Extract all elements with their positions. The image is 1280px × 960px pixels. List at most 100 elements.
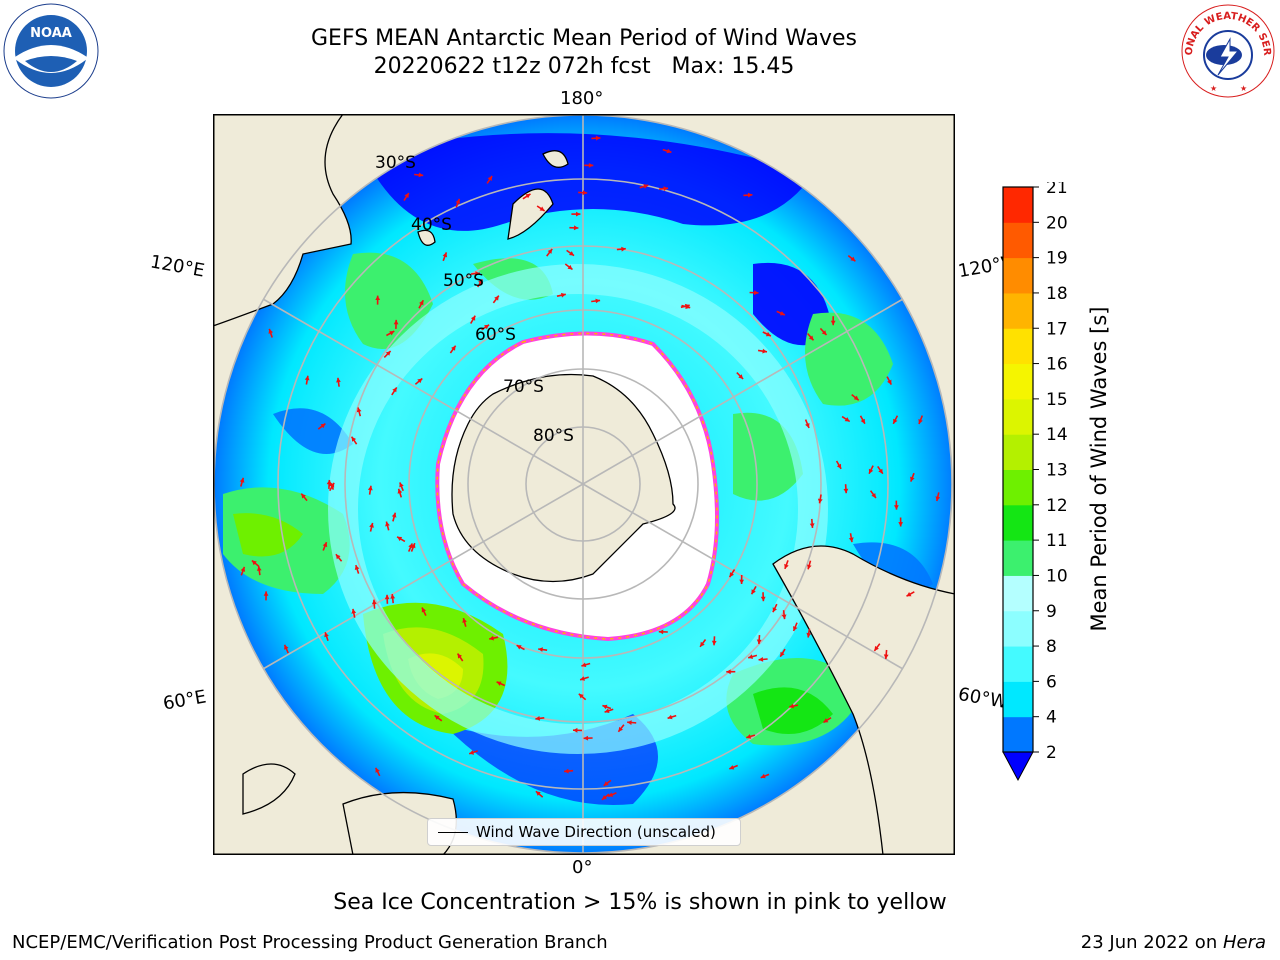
wind-wave-arrow-head [399,482,404,488]
wind-wave-arrow-head [748,654,753,659]
wind-wave-arrow-head [434,715,440,720]
wind-wave-arrow-head [389,331,395,336]
wind-wave-arrow-head [843,488,849,494]
wind-wave-arrow-head [375,767,380,773]
wind-wave-arrow-head [602,704,608,710]
polar-map-svg: 30°S 40°S 50°S 60°S 70°S 80°S [212,113,956,856]
wind-wave-arrow-head [462,618,467,623]
colorbar-segment [1003,681,1033,718]
wind-wave-arrow-head [385,521,390,527]
map-frame [213,114,955,855]
wind-wave-arrow-head [751,589,756,595]
wind-wave-arrow-head [772,607,777,613]
wind-wave-arrow-head [539,206,545,211]
colorbar-tick-label: 11 [1046,531,1068,551]
legend-label: Wind Wave Direction (unscaled) [476,823,716,841]
wind-wave-arrow-head [618,726,623,732]
lat-label-30s: 30°S [375,153,416,173]
colorbar-segment [1003,292,1033,329]
colorbar-tick-label: 6 [1046,672,1057,692]
map-legend: Wind Wave Direction (unscaled) [427,818,741,846]
wind-wave-arrow-head [878,468,883,474]
polar-map: 30°S 40°S 50°S 60°S 70°S 80°S [212,113,956,856]
wind-wave-arrow-head [573,225,579,231]
wind-wave-arrow-head [478,279,483,285]
colorbar-tick-label: 8 [1046,637,1057,657]
wind-wave-arrow-head [666,148,672,154]
wind-wave-arrow-head [384,594,390,600]
colorbar-segment [1003,363,1033,400]
wind-wave-arrow-head [392,387,397,393]
wind-wave-arrow-head [887,379,892,385]
wind-wave-arrow-head [779,311,785,316]
wind-wave-arrow-head [256,566,262,571]
wind-wave-arrow-head [397,488,403,494]
wind-wave-arrow-head [470,315,476,321]
noaa-logo: NOAA [3,3,99,99]
wind-wave-arrow-head [756,639,762,645]
wind-wave-arrow-head [738,374,744,379]
wind-wave-arrow-head [746,734,752,739]
colorbar-tick-label: 15 [1046,390,1068,410]
wind-wave-arrow-head [408,543,413,549]
wind-wave-arrow-head [601,795,607,800]
lon-label-120e: 120°E [148,251,207,282]
colorbar-tick-label: 19 [1046,249,1068,269]
wind-wave-arrow-head [739,579,744,584]
wind-wave-arrow-head [729,765,735,770]
wind-wave-arrow-head [762,348,767,354]
colorbar-segment [1003,328,1033,365]
colorbar-label: Mean Period of Wind Waves [s] [1087,307,1111,632]
lat-label-70s: 70°S [503,377,544,397]
wind-wave-arrow-head [821,330,827,335]
wind-wave-arrow-head [711,640,717,646]
wind-wave-arrow-head [535,716,540,721]
colorbar-tick-label: 18 [1046,284,1068,304]
wind-wave-arrow-head [385,351,391,356]
colorbar-tick-label: 4 [1046,708,1057,728]
wind-wave-arrow-head [848,537,854,543]
lat-label-50s: 50°S [443,271,484,291]
wind-wave-arrow-head [240,566,246,572]
colorbar-segment [1003,540,1033,576]
wind-wave-arrow-head [301,493,306,499]
wind-wave-arrows [239,135,941,801]
colorbar-ticks: 2 4 6 8 9 10 11 12 13 14 15 16 17 18 19 20 21 [1033,178,1068,763]
wind-wave-arrow-head [564,768,569,774]
wind-wave-arrow-head [336,377,341,383]
wind-wave-arrow-head [335,554,341,560]
wind-wave-arrow-head [844,417,850,422]
wind-wave-arrow-head [747,192,753,198]
wind-wave-arrow-head [781,614,787,620]
wind-wave-arrow-head [535,791,541,796]
colorbar-tick-label: 14 [1046,425,1068,445]
wind-wave-arrow-head [621,246,626,252]
wind-wave-arrow-head [284,644,289,650]
wind-wave-arrow-head [806,632,812,638]
wind-wave-arrow-head [371,599,377,605]
wind-wave-arrow-head [935,496,941,502]
wind-wave-arrow-head [393,319,399,325]
colorbar-tick-label: 12 [1046,496,1068,516]
wind-wave-arrow-head [823,718,829,723]
wind-wave-arrow-head [356,407,362,413]
colorbar-segment [1003,716,1033,753]
colorbar-under-triangle [1002,751,1034,782]
wind-wave-arrow-head [417,378,423,384]
wind-wave-arrow-head [830,320,836,326]
colorbar-tick-label: 16 [1046,355,1068,375]
wind-wave-arrow-head [487,176,493,181]
lat-label-40s: 40°S [411,215,452,235]
colorbar-segment [1003,575,1033,612]
lon-label-60e: 60°E [161,686,208,715]
wind-wave-arrow-head [918,419,923,424]
wind-wave-arrow-head [893,418,898,424]
wind-wave-arrow-head [375,295,381,300]
colorbar-segment [1003,187,1033,223]
continents [212,113,956,856]
wind-wave-arrow-head [894,505,899,510]
colorbar-segment [1003,504,1033,541]
wind-wave-arrow-head [581,662,587,668]
plot-subtitle: 20220622 t12z 072h fcst Max: 15.45 [373,54,795,79]
colorbar-segment [1003,469,1033,506]
